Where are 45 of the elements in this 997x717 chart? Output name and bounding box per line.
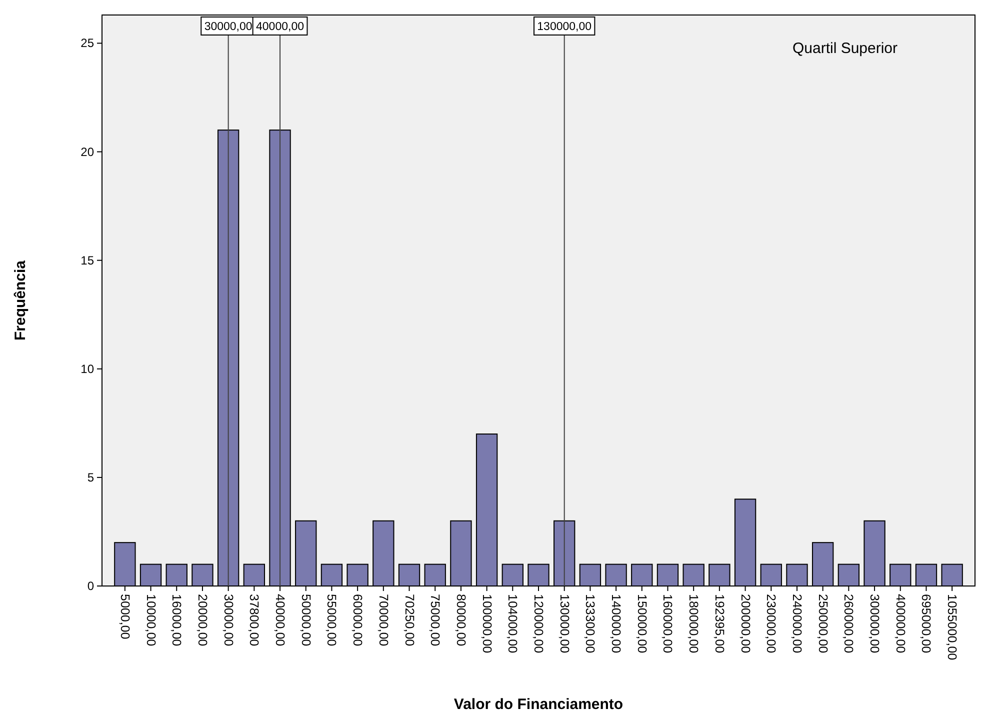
x-tick-label: 230000,00: [764, 594, 778, 654]
x-tick-label: 120000,00: [532, 594, 546, 654]
x-tick-label: 16000,00: [170, 594, 184, 646]
x-tick-label: 37800,00: [247, 594, 262, 646]
x-tick-label: 55000,00: [324, 594, 339, 646]
x-tick-label: 1055000,00: [945, 594, 960, 660]
x-tick-label: 140000,00: [609, 594, 624, 654]
x-tick-label: 70000,00: [376, 594, 390, 646]
y-tick-label: 15: [80, 253, 94, 268]
x-tick-label: 10000,00: [144, 594, 158, 646]
ref-line-label: 30000,00: [204, 21, 252, 33]
x-tick-label: 180000,00: [686, 594, 701, 654]
x-tick-label: 80000,00: [454, 594, 468, 646]
y-axis-title: Frequência: [12, 260, 29, 341]
x-tick-label: 30000,00: [221, 594, 236, 646]
x-tick-label: 75000,00: [428, 594, 442, 646]
y-tick-label: 5: [87, 470, 94, 484]
x-tick-label: 20000,00: [195, 594, 210, 646]
x-tick-label: 260000,00: [842, 594, 856, 654]
x-tick-label: 240000,00: [790, 594, 804, 654]
ref-line-label: 40000,00: [256, 21, 304, 33]
x-tick-label: 160000,00: [660, 594, 675, 654]
x-tick-label: 70250,00: [402, 594, 416, 646]
y-tick-label: 25: [80, 36, 94, 50]
x-tick-label: 50000,00: [298, 594, 313, 646]
x-axis-title: Valor do Financiamento: [454, 696, 624, 713]
x-tick-label: 104000,00: [506, 594, 520, 654]
y-tick-label: 10: [80, 362, 94, 376]
x-tick-label: 133300,00: [583, 594, 598, 654]
x-tick-label: 5000,00: [118, 594, 132, 640]
x-tick-label: 192395,00: [712, 594, 726, 654]
x-tick-label: 200000,00: [738, 594, 752, 654]
x-tick-label: 695000,00: [919, 594, 934, 654]
y-tick-label: 0: [87, 579, 94, 593]
ref-line-label: 130000,00: [537, 21, 592, 33]
y-tick-label: 20: [80, 144, 94, 159]
x-tick-label: 40000,00: [273, 594, 288, 646]
annotation: Quartil Superior: [792, 40, 898, 57]
x-tick-label: 60000,00: [350, 594, 365, 646]
x-tick-label: 130000,00: [557, 594, 572, 654]
x-tick-label: 400000,00: [893, 594, 908, 654]
x-tick-label: 100000,00: [480, 594, 494, 654]
x-tick-label: 150000,00: [634, 594, 649, 654]
x-tick-label: 250000,00: [816, 594, 830, 654]
x-tick-label: 300000,00: [868, 594, 882, 654]
